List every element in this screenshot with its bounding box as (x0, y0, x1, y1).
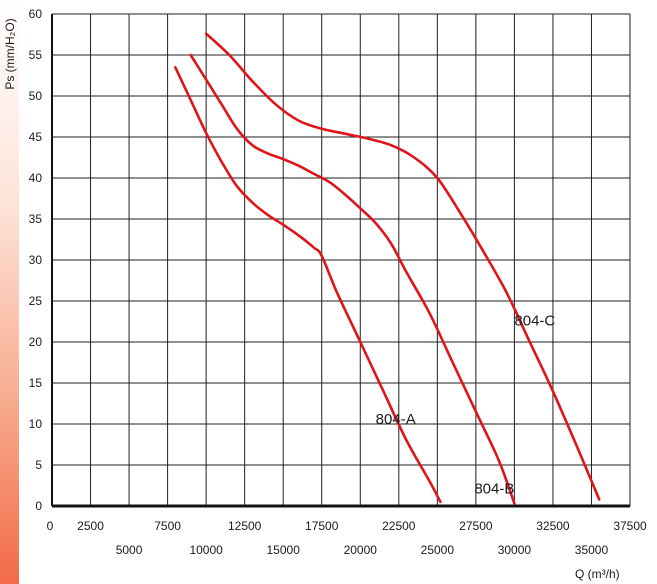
series-label-804-B: 804-B (474, 481, 514, 498)
x-tick-label: 30000 (498, 543, 532, 557)
series-lines (174, 32, 601, 505)
x-tick-label: 27500 (459, 519, 493, 533)
x-tick-label: 37500 (613, 519, 647, 533)
x-tick-label: 35000 (575, 543, 609, 557)
series-label-804-C: 804-C (514, 313, 555, 330)
grid (51, 13, 631, 508)
x-tick-label: 5000 (116, 543, 143, 557)
x-tick-label: 22500 (382, 519, 416, 533)
series-line-804-A (174, 66, 442, 504)
series-label-804-A: 804-A (376, 411, 416, 428)
y-tick-label: 20 (29, 335, 43, 349)
y-tick-label: 5 (35, 458, 42, 472)
y-tick-label: 25 (29, 294, 43, 308)
series-line-804-B (189, 53, 516, 505)
x-tick-label: 0 (47, 519, 54, 533)
decorative-side-strip (0, 0, 19, 584)
x-tick-label: 32500 (536, 519, 570, 533)
x-axis-title: Q (m³/h) (575, 567, 620, 581)
y-tick-label: 35 (29, 212, 43, 226)
y-tick-label: 15 (29, 376, 43, 390)
y-tick-label: 30 (29, 253, 43, 267)
y-axis-title: Ps (mm/H₂O) (3, 18, 17, 89)
x-tick-label: 12500 (228, 519, 262, 533)
x-tick-label: 15000 (267, 543, 301, 557)
y-tick-label: 0 (35, 499, 42, 513)
x-tick-label: 2500 (77, 519, 104, 533)
y-axis-ticks: 0 5 10 15 20 25 30 35 40 45 50 55 60 (29, 7, 43, 513)
x-tick-label: 25000 (421, 543, 455, 557)
x-tick-label: 20000 (344, 543, 378, 557)
series-labels: 804-A 804-B 804-C (376, 313, 556, 498)
y-tick-label: 50 (29, 89, 43, 103)
y-tick-label: 55 (29, 48, 43, 62)
y-tick-label: 10 (29, 417, 43, 431)
y-tick-label: 40 (29, 171, 43, 185)
x-axis-ticks: 0 2500 5000 7500 10000 12500 15000 17500 20000 22… (47, 519, 647, 557)
x-tick-label: 17500 (305, 519, 339, 533)
x-tick-label: 7500 (154, 519, 181, 533)
y-tick-label: 45 (29, 130, 43, 144)
x-tick-label: 10000 (189, 543, 223, 557)
y-tick-label: 60 (29, 7, 43, 21)
series-line-804-C (204, 32, 601, 501)
